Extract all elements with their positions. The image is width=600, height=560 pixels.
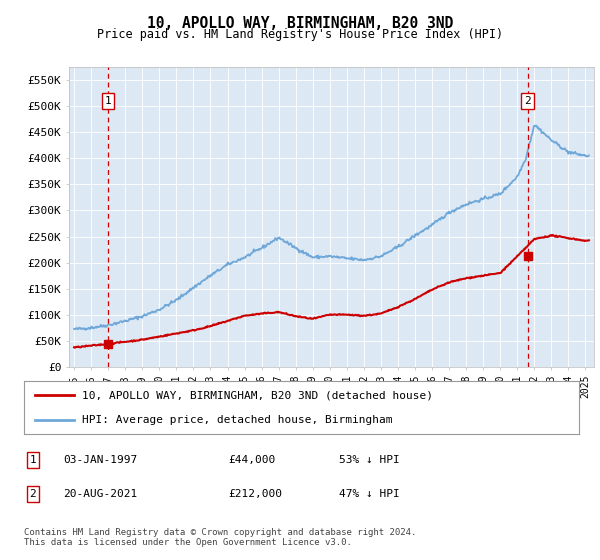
Text: 53% ↓ HPI: 53% ↓ HPI bbox=[339, 455, 400, 465]
Text: 03-JAN-1997: 03-JAN-1997 bbox=[63, 455, 137, 465]
Text: £44,000: £44,000 bbox=[228, 455, 275, 465]
Text: 2: 2 bbox=[29, 489, 37, 499]
Text: Price paid vs. HM Land Registry's House Price Index (HPI): Price paid vs. HM Land Registry's House … bbox=[97, 28, 503, 41]
Text: 1: 1 bbox=[105, 96, 112, 106]
Text: 10, APOLLO WAY, BIRMINGHAM, B20 3ND: 10, APOLLO WAY, BIRMINGHAM, B20 3ND bbox=[147, 16, 453, 31]
Text: HPI: Average price, detached house, Birmingham: HPI: Average price, detached house, Birm… bbox=[82, 414, 393, 424]
Text: 1: 1 bbox=[29, 455, 37, 465]
Text: 47% ↓ HPI: 47% ↓ HPI bbox=[339, 489, 400, 499]
Text: 20-AUG-2021: 20-AUG-2021 bbox=[63, 489, 137, 499]
Text: Contains HM Land Registry data © Crown copyright and database right 2024.
This d: Contains HM Land Registry data © Crown c… bbox=[24, 528, 416, 547]
Text: 2: 2 bbox=[524, 96, 531, 106]
Text: £212,000: £212,000 bbox=[228, 489, 282, 499]
Text: 10, APOLLO WAY, BIRMINGHAM, B20 3ND (detached house): 10, APOLLO WAY, BIRMINGHAM, B20 3ND (det… bbox=[82, 390, 433, 400]
